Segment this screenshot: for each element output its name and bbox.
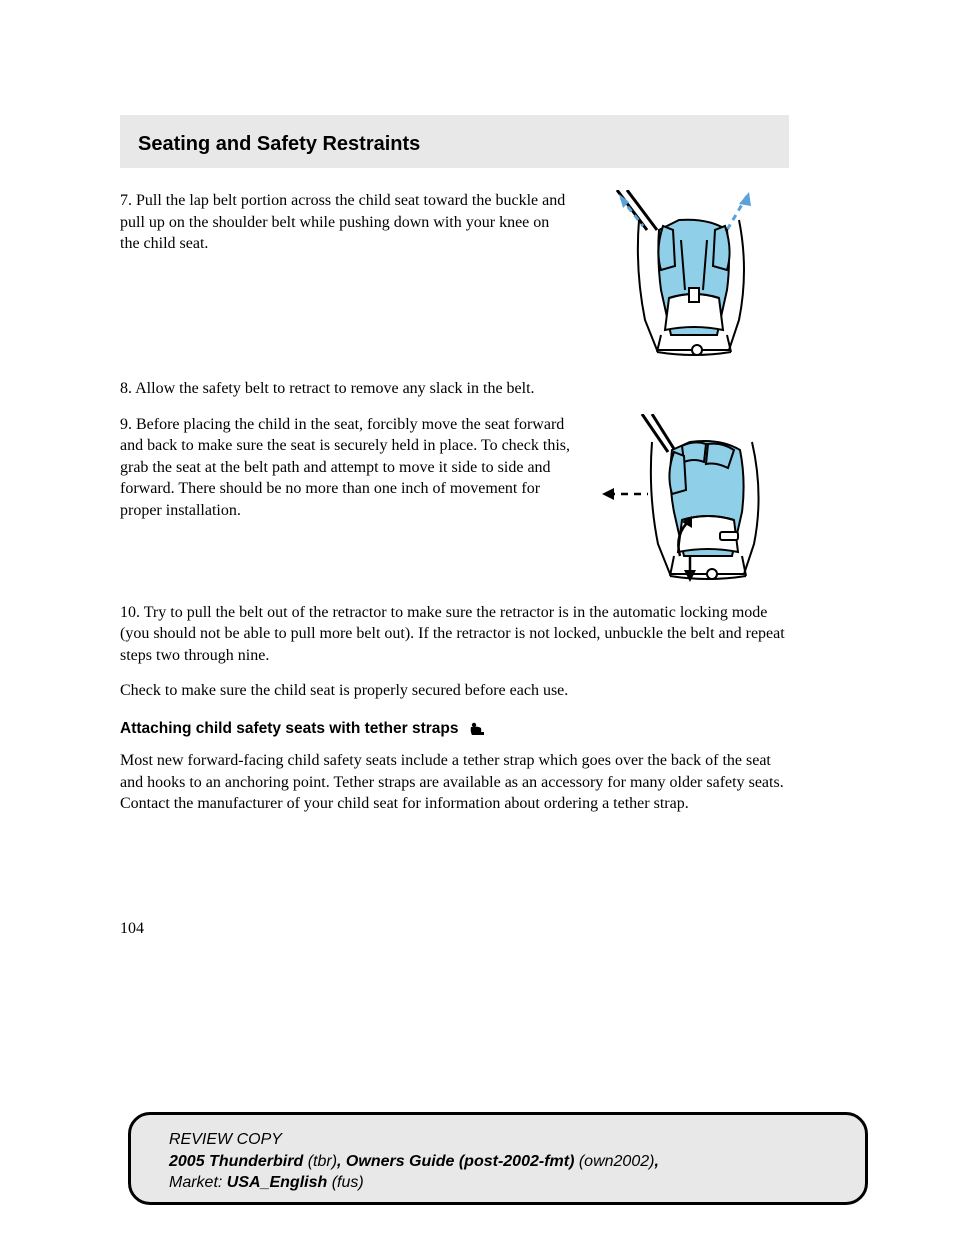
figure-2 bbox=[589, 414, 789, 584]
footer-guide: , Owners Guide (post-2002-fmt) bbox=[337, 1153, 574, 1170]
step-9-text: 9. Before placing the child in the seat,… bbox=[120, 414, 571, 584]
footer-own: (own2002) bbox=[574, 1153, 654, 1170]
tether-text: Most new forward-facing child safety sea… bbox=[120, 750, 789, 815]
footer-box: REVIEW COPY 2005 Thunderbird (tbr), Owne… bbox=[128, 1112, 868, 1205]
footer-line-1: REVIEW COPY bbox=[169, 1129, 827, 1151]
footer-model: 2005 Thunderbird bbox=[169, 1153, 303, 1170]
page-number: 104 bbox=[120, 920, 144, 938]
step-10-text: 10. Try to pull the belt out of the retr… bbox=[120, 602, 789, 667]
footer-tbr: (tbr) bbox=[303, 1153, 337, 1170]
footer-comma: , bbox=[654, 1153, 658, 1170]
step-7-row: 7. Pull the lap belt portion across the … bbox=[120, 190, 789, 360]
subheading-text: Attaching child safety seats with tether… bbox=[120, 720, 459, 738]
step-9-row: 9. Before placing the child in the seat,… bbox=[120, 414, 789, 584]
subheading: Attaching child safety seats with tether… bbox=[120, 720, 789, 738]
footer-line-2: 2005 Thunderbird (tbr), Owners Guide (po… bbox=[169, 1151, 827, 1173]
section-title: Seating and Safety Restraints bbox=[138, 133, 789, 156]
child-seat-icon bbox=[467, 721, 487, 737]
step-8-text: 8. Allow the safety belt to retract to r… bbox=[120, 378, 789, 400]
figure-1 bbox=[589, 190, 789, 360]
check-text: Check to make sure the child seat is pro… bbox=[120, 680, 789, 702]
step-7-text: 7. Pull the lap belt portion across the … bbox=[120, 190, 571, 360]
footer-market: USA_English bbox=[227, 1174, 327, 1191]
section-header: Seating and Safety Restraints bbox=[120, 115, 789, 168]
footer-market-label: Market: bbox=[169, 1174, 227, 1191]
footer-fus: (fus) bbox=[327, 1174, 363, 1191]
footer-line-3: Market: USA_English (fus) bbox=[169, 1172, 827, 1194]
